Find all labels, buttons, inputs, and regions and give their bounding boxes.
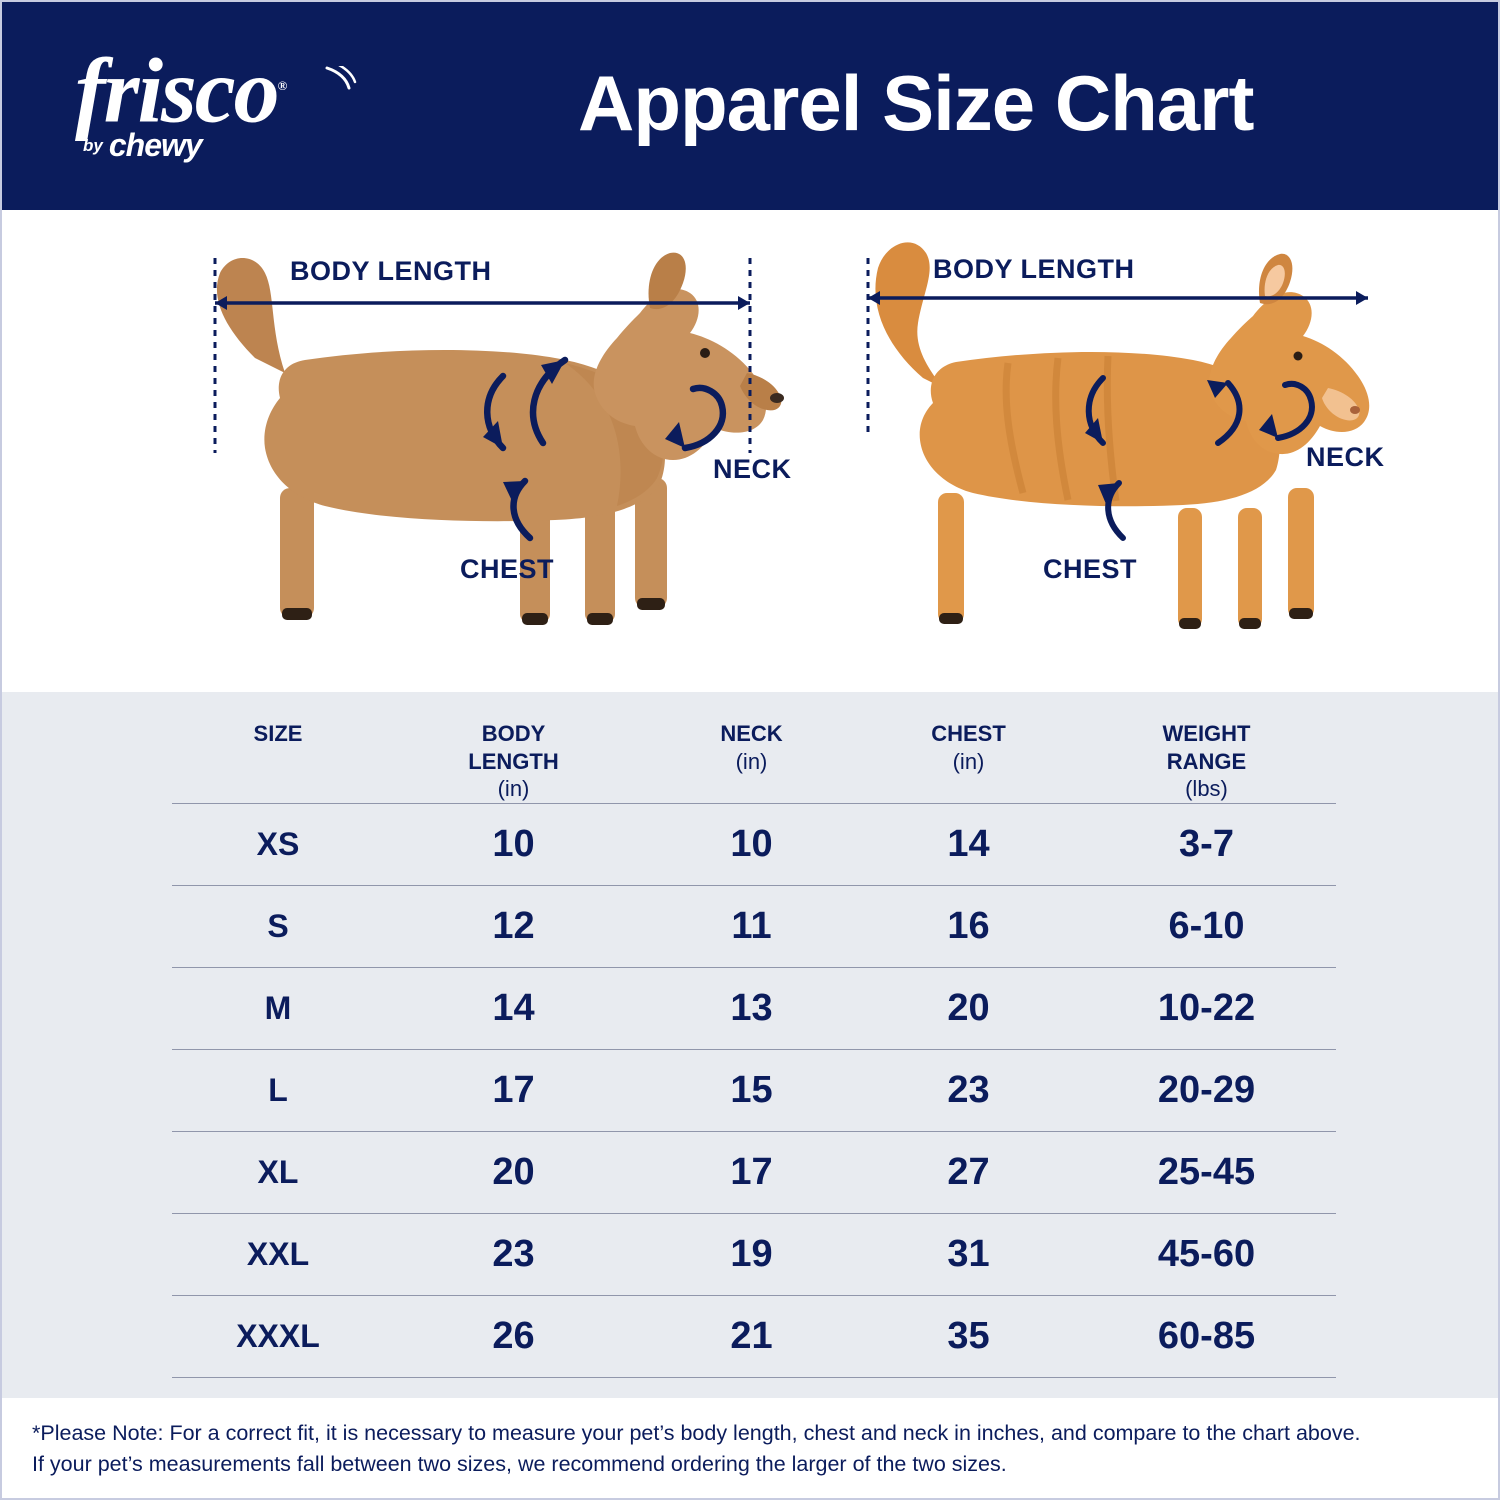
svg-text:NECK: NECK xyxy=(1306,442,1385,472)
svg-text:CHEST: CHEST xyxy=(1043,554,1137,584)
svg-text:CHEST: CHEST xyxy=(460,554,554,584)
svg-text:NECK: NECK xyxy=(713,454,792,484)
svg-text:BODY LENGTH: BODY LENGTH xyxy=(290,256,492,286)
svg-text:BODY LENGTH: BODY LENGTH xyxy=(933,254,1135,284)
